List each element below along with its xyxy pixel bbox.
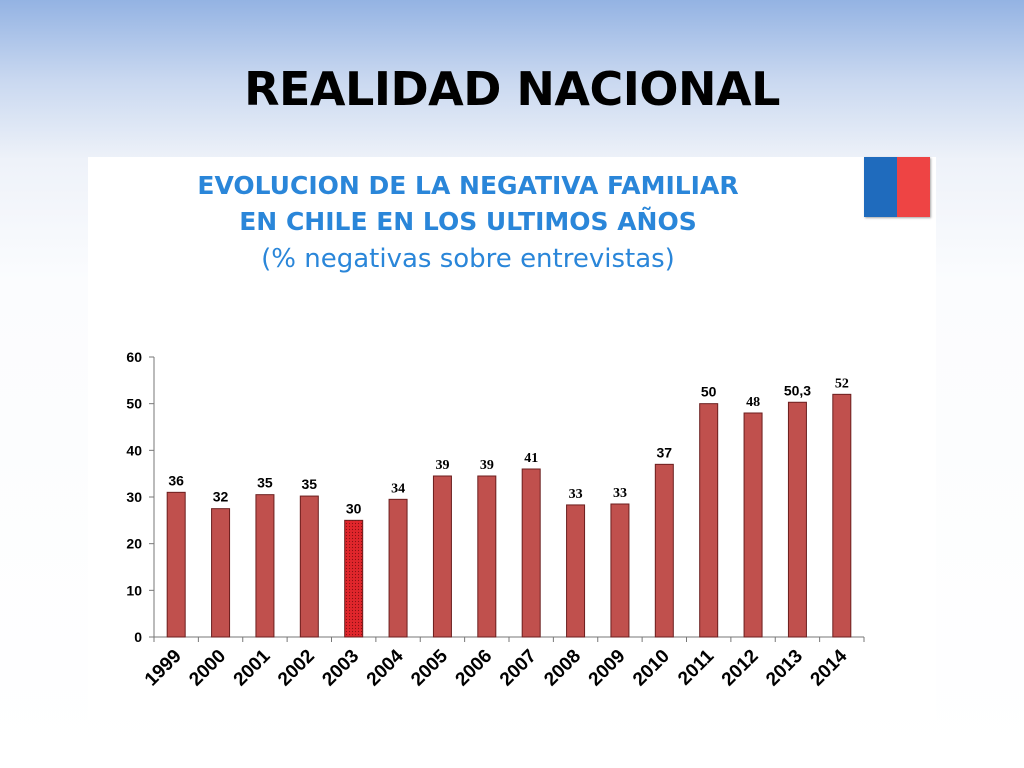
bar-2011 bbox=[699, 403, 719, 638]
data-label-2011: 50 bbox=[701, 384, 717, 400]
y-tick-label: 50 bbox=[126, 396, 142, 412]
data-label-2008: 33 bbox=[569, 487, 583, 502]
bar-2014 bbox=[832, 393, 852, 638]
data-label-2009: 33 bbox=[613, 486, 627, 501]
x-tick-label-2002: 2002 bbox=[274, 646, 319, 691]
data-label-2001: 35 bbox=[257, 475, 273, 491]
data-label-2012: 48 bbox=[746, 395, 760, 410]
data-label-2003: 30 bbox=[346, 500, 362, 516]
y-tick-label: 0 bbox=[134, 629, 142, 645]
slide-title: REALIDAD NACIONAL bbox=[244, 62, 780, 116]
chart-subtitle: (% negativas sobre entrevistas) bbox=[261, 244, 675, 274]
x-tick-label-2009: 2009 bbox=[585, 646, 630, 691]
x-tick-label-2013: 2013 bbox=[762, 646, 807, 691]
x-tick-label-2014: 2014 bbox=[807, 645, 852, 690]
bar-2006 bbox=[477, 475, 497, 638]
bar-2002 bbox=[299, 495, 319, 638]
data-label-2010: 37 bbox=[657, 444, 673, 460]
x-tick-label-1999: 1999 bbox=[141, 646, 186, 691]
chile-flag-icon bbox=[864, 157, 930, 217]
bar-1999 bbox=[166, 491, 186, 638]
bar-2013 bbox=[787, 401, 807, 638]
data-label-2007: 41 bbox=[524, 451, 538, 466]
x-tick-label-2004: 2004 bbox=[363, 645, 408, 690]
bar-2009 bbox=[610, 503, 630, 638]
x-tick-label-2008: 2008 bbox=[540, 646, 585, 691]
bar-2010 bbox=[654, 463, 674, 638]
bar-2004 bbox=[388, 498, 408, 638]
flag-red-stripe bbox=[897, 157, 930, 217]
y-tick-label: 40 bbox=[126, 442, 142, 458]
flag-blue-stripe bbox=[864, 157, 897, 217]
data-label-2006: 39 bbox=[480, 458, 494, 473]
x-tick-label-2003: 2003 bbox=[318, 646, 363, 691]
y-tick-label: 10 bbox=[126, 582, 142, 598]
bar-2008 bbox=[566, 504, 586, 638]
bar-2001 bbox=[255, 494, 275, 638]
x-tick-label-2007: 2007 bbox=[496, 646, 541, 691]
x-tick-label-2005: 2005 bbox=[407, 645, 452, 690]
data-label-2002: 35 bbox=[302, 476, 318, 492]
data-label-2004: 34 bbox=[391, 481, 405, 496]
y-tick-label: 30 bbox=[126, 489, 142, 505]
bar-2007 bbox=[521, 468, 541, 638]
bar-2000 bbox=[211, 508, 231, 638]
bar-2012 bbox=[743, 412, 763, 638]
x-tick-label-2006: 2006 bbox=[452, 646, 497, 691]
data-label-2013: 50,3 bbox=[784, 382, 811, 398]
chart-title-line-1: EVOLUCION DE LA NEGATIVA FAMILIAR bbox=[197, 171, 739, 200]
x-tick-label-2011: 2011 bbox=[674, 645, 718, 689]
data-label-2005: 39 bbox=[435, 458, 449, 473]
bar-2003 bbox=[344, 519, 364, 638]
x-tick-label-2001: 2001 bbox=[230, 645, 275, 690]
bar-2005 bbox=[432, 475, 452, 638]
x-tick-label-2010: 2010 bbox=[629, 646, 674, 691]
chart-title-line-2: EN CHILE EN LOS ULTIMOS AÑOS bbox=[239, 207, 697, 236]
data-label-2000: 32 bbox=[213, 489, 229, 505]
data-label-1999: 36 bbox=[168, 472, 184, 488]
y-tick-label: 60 bbox=[126, 349, 142, 365]
data-label-2014: 52 bbox=[835, 376, 849, 391]
x-tick-label-2000: 2000 bbox=[185, 646, 230, 691]
y-tick-label: 20 bbox=[126, 536, 142, 552]
x-tick-label-2012: 2012 bbox=[718, 646, 763, 691]
